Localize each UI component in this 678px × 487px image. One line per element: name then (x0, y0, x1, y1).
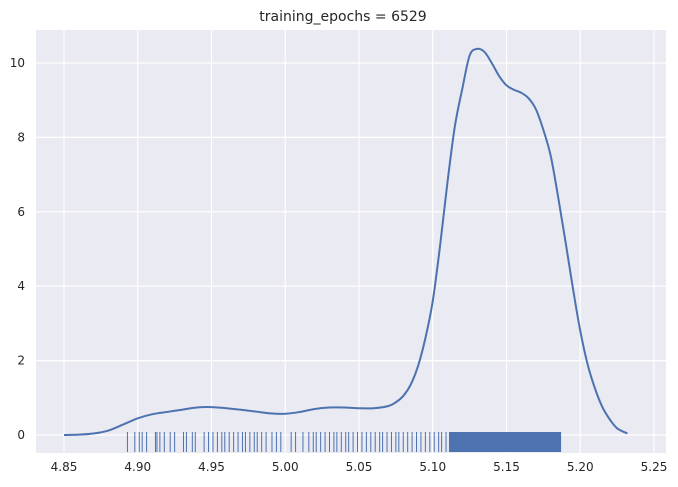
y-tick-label: 2 (17, 354, 25, 368)
y-tick-label: 0 (17, 428, 25, 442)
x-tick-label: 4.95 (198, 460, 225, 474)
chart-title: training_epochs = 6529 (259, 9, 426, 25)
y-tick-label: 10 (10, 56, 25, 70)
x-tick-label: 5.05 (346, 460, 373, 474)
x-tick-label: 4.90 (124, 460, 151, 474)
y-tick-label: 4 (17, 279, 25, 293)
x-tick-label: 5.20 (567, 460, 594, 474)
x-tick-label: 5.10 (419, 460, 446, 474)
x-tick-label: 5.25 (641, 460, 668, 474)
rug-dense-block (448, 432, 562, 452)
x-tick-label: 4.85 (51, 460, 78, 474)
x-tick-labels: 4.85 4.90 4.95 5.00 5.05 5.10 5.15 5.20 5.25 (51, 460, 668, 474)
kde-density-line (63, 47, 628, 436)
y-tick-label: 8 (17, 130, 25, 144)
x-tick-label: 5.15 (493, 460, 520, 474)
rug-marks (126, 432, 562, 452)
plot-background (36, 30, 666, 453)
y-tick-label: 6 (17, 205, 25, 219)
x-tick-label: 5.00 (272, 460, 299, 474)
y-tick-labels: 0 2 4 6 8 10 (10, 56, 25, 442)
